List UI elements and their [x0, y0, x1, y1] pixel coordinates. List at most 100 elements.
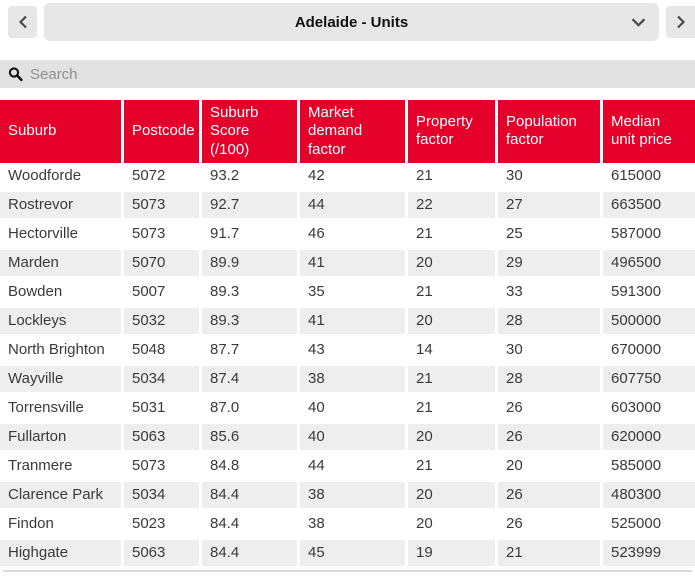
table-cell: 87.0 — [202, 394, 300, 424]
table-cell: Hectorville — [0, 220, 124, 250]
table-cell: 21 — [498, 539, 603, 569]
table-cell: 84.4 — [202, 510, 300, 540]
prev-dataset-button[interactable] — [8, 6, 37, 38]
table-cell: 5072 — [124, 162, 202, 192]
table-header: Suburb Postcode Suburb Score (/100) Mark… — [0, 100, 695, 163]
table-row[interactable]: Findon 5023 84.4 38 20 26 525000 — [0, 510, 695, 540]
table-cell: 20 — [408, 423, 498, 453]
table-cell: 663500 — [603, 191, 695, 221]
table-row[interactable]: Rostrevor 5073 92.7 44 22 27 663500 — [0, 191, 695, 221]
table-cell: 44 — [300, 452, 408, 482]
table-cell: 5031 — [124, 394, 202, 424]
dataset-title: Adelaide - Units — [294, 13, 409, 31]
table-cell: 40 — [300, 423, 408, 453]
table-cell: 20 — [408, 481, 498, 511]
table-cell: 20 — [498, 452, 603, 482]
table-row[interactable]: Wayville 5034 87.4 38 21 28 607750 — [0, 365, 695, 395]
table-cell: 87.7 — [202, 336, 300, 366]
next-dataset-button[interactable] — [666, 6, 695, 38]
table-cell: 607750 — [603, 365, 695, 395]
table-row[interactable]: Marden 5070 89.9 41 20 29 496500 — [0, 249, 695, 279]
search-input[interactable] — [0, 60, 695, 88]
table-cell: 22 — [408, 191, 498, 221]
table-cell: Findon — [0, 510, 124, 540]
table-cell: 5034 — [124, 481, 202, 511]
table-body: Woodforde 5072 93.2 42 21 30 615000 Rostrevor 50… — [0, 162, 695, 569]
table-row[interactable]: Tranmere 5073 84.8 44 21 20 585000 — [0, 452, 695, 482]
dataset-dropdown[interactable]: Adelaide - Units — [44, 3, 659, 41]
table-cell: Wayville — [0, 365, 124, 395]
column-header-postcode: Postcode — [124, 100, 202, 163]
table-cell: 25 — [498, 220, 603, 250]
table-row[interactable]: Bowden 5007 89.3 35 21 33 591300 — [0, 278, 695, 308]
table-row[interactable]: Highgate 5063 84.4 45 19 21 523999 — [0, 539, 695, 569]
column-header-suburb-score: Suburb Score (/100) — [202, 100, 300, 163]
table-cell: 44 — [300, 191, 408, 221]
table-cell: 5023 — [124, 510, 202, 540]
table-cell: 21 — [408, 278, 498, 308]
table-cell: 5073 — [124, 220, 202, 250]
table-cell: 30 — [498, 162, 603, 192]
table-cell: 20 — [408, 510, 498, 540]
table-cell: Woodforde — [0, 162, 124, 192]
table-cell: 5063 — [124, 423, 202, 453]
table-cell: 5007 — [124, 278, 202, 308]
table-cell: 603000 — [603, 394, 695, 424]
table-cell: 28 — [498, 307, 603, 337]
table-cell: Rostrevor — [0, 191, 124, 221]
table-cell: 670000 — [603, 336, 695, 366]
table-cell: Highgate — [0, 539, 124, 569]
table-cell: 38 — [300, 481, 408, 511]
table-cell: Lockleys — [0, 307, 124, 337]
table-cell: Bowden — [0, 278, 124, 308]
table-cell: 28 — [498, 365, 603, 395]
table-cell: 33 — [498, 278, 603, 308]
table-cell: 585000 — [603, 452, 695, 482]
top-navigation-bar: Adelaide - Units — [0, 3, 695, 41]
table-cell: 21 — [408, 162, 498, 192]
table-cell: Torrensville — [0, 394, 124, 424]
table-row[interactable]: Lockleys 5032 89.3 41 20 28 500000 — [0, 307, 695, 337]
table-cell: 35 — [300, 278, 408, 308]
table-row[interactable]: North Brighton 5048 87.7 43 14 30 670000 — [0, 336, 695, 366]
table-row[interactable]: Clarence Park 5034 84.4 38 20 26 480300 — [0, 481, 695, 511]
column-header-median-unit-price: Median unit price — [603, 100, 695, 163]
chevron-right-icon — [676, 15, 686, 29]
table-cell: 5070 — [124, 249, 202, 279]
table-cell: 38 — [300, 510, 408, 540]
table-row[interactable]: Hectorville 5073 91.7 46 21 25 587000 — [0, 220, 695, 250]
table-cell: 21 — [408, 452, 498, 482]
table-cell: 500000 — [603, 307, 695, 337]
table-cell: Fullarton — [0, 423, 124, 453]
table-cell: 620000 — [603, 423, 695, 453]
table-cell: Clarence Park — [0, 481, 124, 511]
table-cell: 480300 — [603, 481, 695, 511]
table-cell: 5073 — [124, 452, 202, 482]
table-row[interactable]: Woodforde 5072 93.2 42 21 30 615000 — [0, 162, 695, 192]
table-cell: 40 — [300, 394, 408, 424]
table-cell: 21 — [408, 365, 498, 395]
column-header-suburb: Suburb — [0, 100, 124, 163]
table-cell: 45 — [300, 539, 408, 569]
table-cell: 89.3 — [202, 278, 300, 308]
table-cell: 19 — [408, 539, 498, 569]
table-cell: 92.7 — [202, 191, 300, 221]
column-header-market-demand: Market demand factor — [300, 100, 408, 163]
table-cell: 20 — [408, 307, 498, 337]
table-cell: 89.9 — [202, 249, 300, 279]
table-cell: 89.3 — [202, 307, 300, 337]
table-cell: 26 — [498, 423, 603, 453]
table-cell: 591300 — [603, 278, 695, 308]
table-row[interactable]: Torrensville 5031 87.0 40 21 26 603000 — [0, 394, 695, 424]
table-cell: 496500 — [603, 249, 695, 279]
table-cell: 20 — [408, 249, 498, 279]
bottom-divider — [3, 569, 692, 572]
table-cell: 27 — [498, 191, 603, 221]
suburbs-table: Suburb Postcode Suburb Score (/100) Mark… — [0, 100, 695, 569]
table-row[interactable]: Fullarton 5063 85.6 40 20 26 620000 — [0, 423, 695, 453]
table-cell: 5032 — [124, 307, 202, 337]
table-cell: 615000 — [603, 162, 695, 192]
table-cell: 525000 — [603, 510, 695, 540]
table-cell: 43 — [300, 336, 408, 366]
table-cell: 84.8 — [202, 452, 300, 482]
